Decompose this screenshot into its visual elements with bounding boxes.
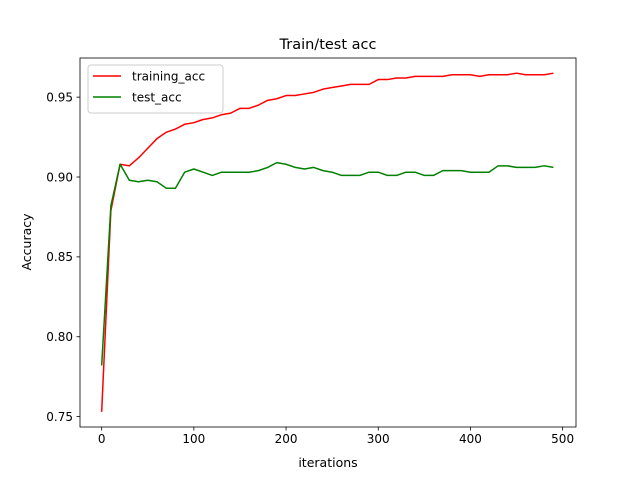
y-tick-label: 0.80 — [46, 330, 73, 344]
series-line-test_acc — [100, 161, 554, 366]
x-tick-label: 300 — [367, 432, 390, 446]
x-axis-label: iterations — [298, 455, 357, 470]
y-tick-label: 0.85 — [46, 250, 73, 264]
x-tick-label: 500 — [551, 432, 574, 446]
y-tick-label: 0.90 — [46, 170, 73, 184]
axes-layer: 0 100 200 300 400 500 0.75 0.80 0.85 0.90 0.95 — [46, 57, 577, 446]
x-tick-label: 100 — [182, 432, 205, 446]
plot-frame — [79, 57, 577, 428]
legend-box — [87, 64, 224, 114]
y-axis-label: Accuracy — [19, 213, 34, 271]
y-tick-label: 0.95 — [46, 90, 73, 104]
x-tick-label: 0 — [98, 432, 106, 446]
x-tick-label: 200 — [275, 432, 298, 446]
legend: training_acc test_acc — [87, 64, 224, 114]
x-tick-label: 400 — [459, 432, 482, 446]
y-tick-label: 0.75 — [46, 410, 73, 424]
chart-title: Train/test acc — [279, 37, 377, 53]
legend-label-test_acc: test_acc — [132, 90, 182, 104]
series-line-training_acc — [100, 72, 554, 412]
legend-label-training_acc: training_acc — [132, 69, 205, 83]
series-layer — [100, 72, 554, 412]
